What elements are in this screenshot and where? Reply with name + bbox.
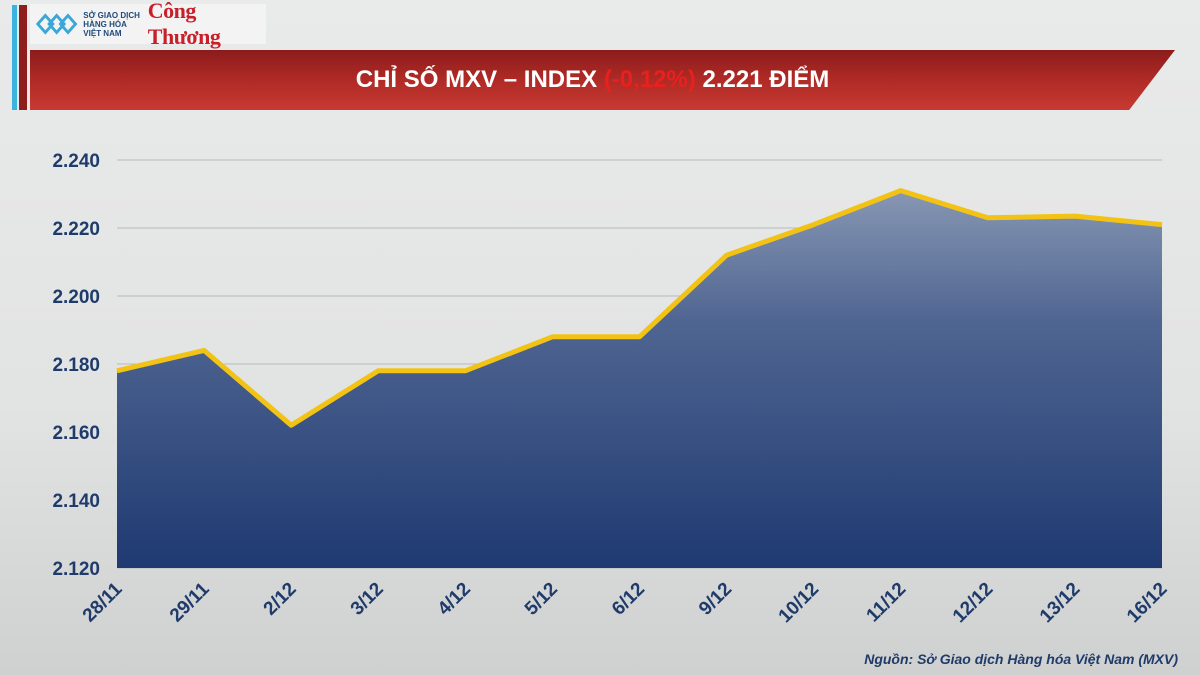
accent-bar-red [19,5,27,110]
logo: SỞ GIAO DỊCH HÀNG HÓA VIỆT NAM Công Thươ… [30,0,266,49]
chart-title: CHỈ SỐ MXV – INDEX (-0,12%) 2.221 ĐIỂM [356,66,830,94]
x-tick-label: 2/12 [260,579,301,620]
x-tick-label: 10/12 [775,579,823,627]
x-tick-label: 9/12 [695,579,736,620]
area-fill [117,190,1162,568]
x-tick-label: 11/12 [863,579,911,627]
x-tick-label: 12/12 [949,579,997,627]
y-tick-label: 2.120 [52,559,100,580]
logo-mxv-text: SỞ GIAO DỊCH HÀNG HÓA VIỆT NAM [83,10,140,38]
x-tick-label: 6/12 [608,579,649,620]
x-tick-label: 16/12 [1123,579,1171,627]
x-tick-label: 29/11 [166,578,214,626]
y-tick-label: 2.240 [52,151,100,172]
title-main: CHỈ SỐ MXV – INDEX [355,66,604,93]
y-tick-label: 2.180 [52,355,100,376]
title-value: 2.221 ĐIỂM [695,66,830,93]
accent-bar-blue [12,5,17,110]
x-tick-label: 28/11 [79,578,127,626]
logo-congthuong: Công Thương [147,0,221,49]
source-note: Nguồn: Sở Giao dịch Hàng hóa Việt Nam (M… [864,651,1178,667]
x-tick-label: 3/12 [347,579,388,620]
mxv-logo-icon [35,13,78,35]
x-tick-label: 5/12 [521,579,562,620]
x-tick-label: 13/12 [1036,579,1084,627]
y-tick-label: 2.220 [52,219,100,240]
title-change: (-0,12%) [603,66,696,93]
x-tick-label: 4/12 [434,579,475,620]
title-banner: CHỈ SỐ MXV – INDEX (-0,12%) 2.221 ĐIỂM [30,50,1175,110]
y-tick-label: 2.140 [52,491,100,512]
y-tick-label: 2.200 [52,287,100,308]
y-tick-label: 2.160 [52,423,100,444]
